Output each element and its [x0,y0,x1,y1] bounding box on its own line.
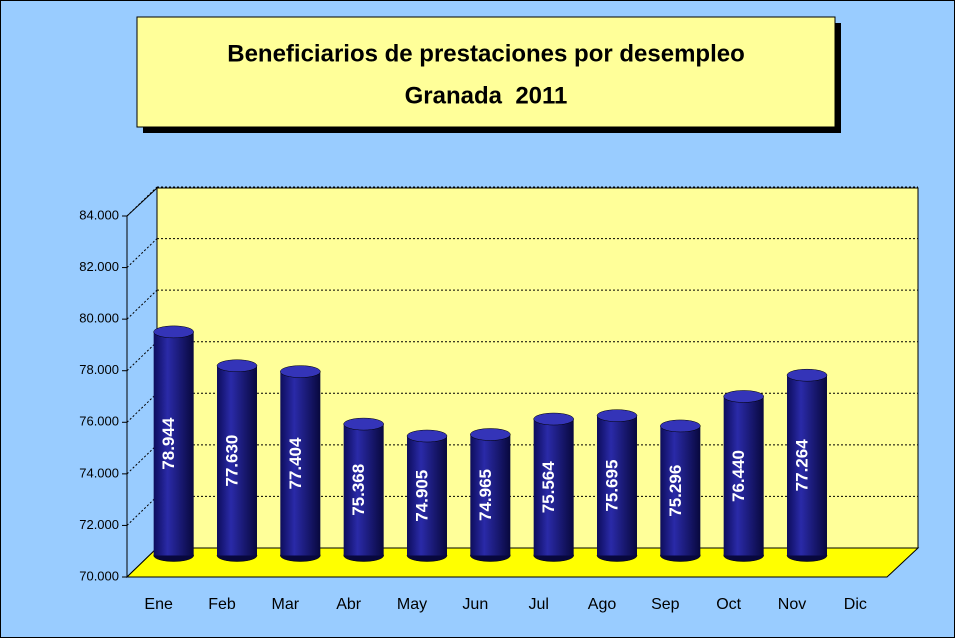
y-tick-label: 78.000 [79,362,119,377]
bar [407,436,447,556]
x-tick-label: May [397,596,427,613]
bar [723,396,764,556]
bar-top [596,409,638,422]
bar [280,371,321,556]
data-label: 74.905 [412,470,431,522]
data-label: 78.944 [159,417,178,470]
y-tick-label: 82.000 [79,259,119,274]
bar [597,415,637,556]
data-label: 74.965 [476,469,495,521]
y-tick-label: 70.000 [79,568,119,583]
bar [153,331,194,556]
x-tick-label: Jul [528,596,548,613]
chart-title: Beneficiarios de prestaciones por desemp… [227,40,745,67]
bar [660,425,701,556]
title-box [136,16,836,128]
bar-top [216,359,258,373]
bar [470,434,511,556]
grid-line [126,341,158,372]
grid-line [126,444,158,475]
x-tick-label: Nov [778,596,806,613]
data-label: 75.368 [349,464,368,516]
x-tick-label: Dic [844,596,867,613]
grid-line [126,392,158,423]
bar-top [723,390,764,403]
y-tick-label: 76.000 [79,414,119,429]
x-tick-label: Oct [716,596,741,613]
bar-top [406,429,448,443]
data-label: 75.695 [602,460,621,512]
y-tick-label: 72.000 [79,517,119,532]
x-tick-label: Mar [272,596,300,613]
bar-top [470,428,511,441]
bar-top [660,419,701,433]
side-wall [126,186,158,579]
bar [217,365,257,556]
data-label: 77.264 [792,439,811,492]
x-tick-label: Ene [144,596,173,613]
chart-subtitle: Granada 2011 [405,82,568,109]
x-tick-label: Feb [208,596,236,613]
bar-top [153,325,194,339]
bar [343,424,384,556]
bar-top [533,412,574,426]
bar-top [280,365,321,378]
grid-line [126,289,158,320]
bar [533,419,574,556]
bar-top [786,368,828,382]
x-tick-label: Abr [336,596,362,613]
data-label: 75.296 [666,465,685,517]
y-tick-label: 74.000 [79,465,119,480]
bar-top [343,417,384,431]
x-tick-label: Jun [462,596,488,613]
bar [787,375,827,556]
x-tick-label: Sep [651,596,680,613]
data-label: 77.630 [222,435,241,487]
data-label: 76.440 [729,450,748,502]
y-tick-label: 84.000 [79,207,119,222]
grid-line [126,186,158,217]
x-tick-label: Ago [588,596,617,613]
grid-line [126,496,158,526]
y-tick-label: 80.000 [79,311,119,326]
floor [125,547,920,578]
data-label: 75.564 [539,461,558,514]
data-label: 77.404 [286,437,305,490]
grid-line [126,238,158,268]
